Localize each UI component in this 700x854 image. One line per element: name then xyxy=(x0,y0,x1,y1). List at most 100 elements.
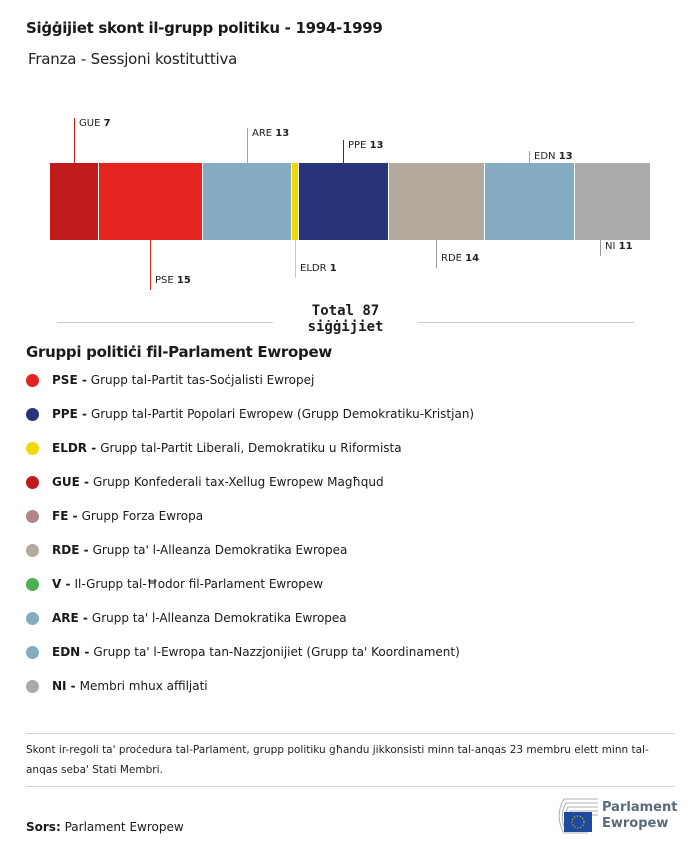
callout-label-ppe: PPE 13 xyxy=(348,140,383,151)
bar-segment-are xyxy=(202,163,292,240)
callout-value: 13 xyxy=(369,140,384,151)
legend-abbr: NI - xyxy=(52,679,76,693)
legend-item: ELDR - Grupp tal-Partit Liberali, Demokra… xyxy=(26,441,402,455)
legend-item: PPE - Grupp tal-Partit Popolari Ewropew (… xyxy=(26,407,474,421)
callout-value: 13 xyxy=(275,128,290,139)
legend-dot-icon xyxy=(26,679,39,693)
callout-label-eldr: ELDR 1 xyxy=(300,263,337,274)
legend-abbr: FE - xyxy=(52,509,78,523)
bar-segment-eldr xyxy=(292,163,299,240)
legend-item: GUE - Grupp Konfederali tax-Xellug Ewrope… xyxy=(26,475,384,489)
callout-name: EDN xyxy=(534,151,559,162)
legend-abbr: PSE - xyxy=(52,373,87,387)
legend-dot-icon xyxy=(26,509,39,523)
source-label: Sors: xyxy=(26,820,61,834)
callout-line xyxy=(600,240,601,256)
callout-value: 7 xyxy=(103,118,111,129)
callout-line xyxy=(343,140,344,163)
bar-segment-pse xyxy=(99,163,202,240)
total-divider-right xyxy=(418,322,634,323)
callout-label-rde: RDE 14 xyxy=(441,253,479,264)
legend-dot-icon xyxy=(26,441,39,455)
total-label: Total 87 xyxy=(311,303,380,319)
callout-value: 14 xyxy=(465,253,480,264)
logo-line2: Ewropew xyxy=(602,816,669,831)
divider xyxy=(26,733,674,734)
legend-text: Grupp tal-Partit Liberali, Demokratiku u… xyxy=(100,441,402,455)
legend-text: Grupp tal-Partit tas-Soċjalisti Ewropej xyxy=(90,373,315,387)
legend-abbr: V - xyxy=(52,577,71,591)
legend-dot-icon xyxy=(26,407,39,421)
source: Sors: Parlament Ewropew xyxy=(26,820,184,834)
logo-line1: Parlament xyxy=(602,800,678,815)
legend-dot-icon xyxy=(26,645,39,659)
legend-text: Membri mhux affiljati xyxy=(79,679,208,693)
legend-dot-icon xyxy=(26,611,39,625)
callout-line xyxy=(150,240,151,290)
callout-label-are: ARE 13 xyxy=(252,128,289,139)
legend-text: Grupp ta' l-Ewropa tan-Nazzjonijiet (Gru… xyxy=(93,645,460,659)
callout-name: GUE xyxy=(79,118,104,129)
legend-abbr: ARE - xyxy=(52,611,88,625)
callout-line xyxy=(247,128,248,163)
divider xyxy=(26,786,674,787)
bar-segment-rde xyxy=(388,163,485,240)
legend-dot-icon xyxy=(26,475,39,489)
legend-text: Grupp ta' l-Alleanza Demokratika Ewropea xyxy=(92,543,348,557)
total-unit: siġġijiet xyxy=(307,319,384,335)
callout-label-ni: NI 11 xyxy=(605,241,633,252)
eu-flag-icon xyxy=(564,812,592,832)
legend-dot-icon xyxy=(26,577,39,591)
hemicycle-icon xyxy=(558,798,598,834)
callout-value: 13 xyxy=(558,151,573,162)
callout-name: PPE xyxy=(348,140,370,151)
callout-line xyxy=(436,240,437,268)
callout-value: 1 xyxy=(329,263,337,274)
legend-item: FE - Grupp Forza Ewropa xyxy=(26,509,203,523)
legend-abbr: ELDR - xyxy=(52,441,97,455)
legend-item: PSE - Grupp tal-Partit tas-Soċjalisti Ewr… xyxy=(26,373,314,387)
legend-item: V - Il-Grupp tal-Ħodor fil-Parlament Ewro… xyxy=(26,577,323,591)
legend-item: EDN - Grupp ta' l-Ewropa tan-Nazzjonijiet… xyxy=(26,645,460,659)
total-divider-left xyxy=(57,322,273,323)
legend-abbr: GUE - xyxy=(52,475,89,489)
chart-subtitle: Franza - Sessjoni kostituttiva xyxy=(28,50,238,68)
callout-label-pse: PSE 15 xyxy=(155,275,191,286)
legend-item: NI - Membri mhux affiljati xyxy=(26,679,208,693)
callout-name: NI xyxy=(605,241,619,252)
bar-segment-gue xyxy=(50,163,99,240)
source-text: Parlament Ewropew xyxy=(64,820,184,834)
legend-dot-icon xyxy=(26,543,39,557)
legend-text: Grupp Konfederali tax-Xellug Ewropew Mag… xyxy=(92,475,384,489)
bar-segment-ppe xyxy=(299,163,388,240)
chart-title: Siġġijiet skont il-grupp politiku - 1994… xyxy=(26,19,383,37)
callout-label-edn: EDN 13 xyxy=(534,151,573,162)
callout-value: 15 xyxy=(176,275,191,286)
legend-abbr: EDN - xyxy=(52,645,90,659)
legend-text: Grupp ta' l-Alleanza Demokratika Ewropea xyxy=(91,611,347,625)
callout-name: PSE xyxy=(155,275,177,286)
legend-text: Grupp Forza Ewropa xyxy=(81,509,204,523)
callout-name: ARE xyxy=(252,128,276,139)
legend-text: Grupp tal-Partit Popolari Ewropew (Grupp… xyxy=(90,407,475,421)
total-seats: Total 87 siġġijiet xyxy=(273,303,418,335)
legend-item: RDE - Grupp ta' l-Alleanza Demokratika Ew… xyxy=(26,543,347,557)
callout-line xyxy=(295,240,296,278)
bar-segment-edn xyxy=(485,163,575,240)
callout-label-gue: GUE 7 xyxy=(79,118,111,129)
legend-text: Il-Grupp tal-Ħodor fil-Parlament Ewropew xyxy=(74,577,324,591)
callout-value: 11 xyxy=(618,241,633,252)
footnote: Skont ir-regoli ta' proċedura tal-Parlam… xyxy=(26,744,649,776)
legend-abbr: PPE - xyxy=(52,407,87,421)
legend-abbr: RDE - xyxy=(52,543,89,557)
bar-segment-ni xyxy=(575,163,650,240)
callout-line xyxy=(529,151,530,163)
legend-title: Gruppi politiċi fil-Parlament Ewropew xyxy=(26,343,332,361)
stacked-seat-bar xyxy=(50,163,650,240)
callout-name: RDE xyxy=(441,253,466,264)
legend-item: ARE - Grupp ta' l-Alleanza Demokratika Ew… xyxy=(26,611,347,625)
callout-line xyxy=(74,118,75,163)
legend-dot-icon xyxy=(26,373,39,387)
callout-name: ELDR xyxy=(300,263,330,274)
